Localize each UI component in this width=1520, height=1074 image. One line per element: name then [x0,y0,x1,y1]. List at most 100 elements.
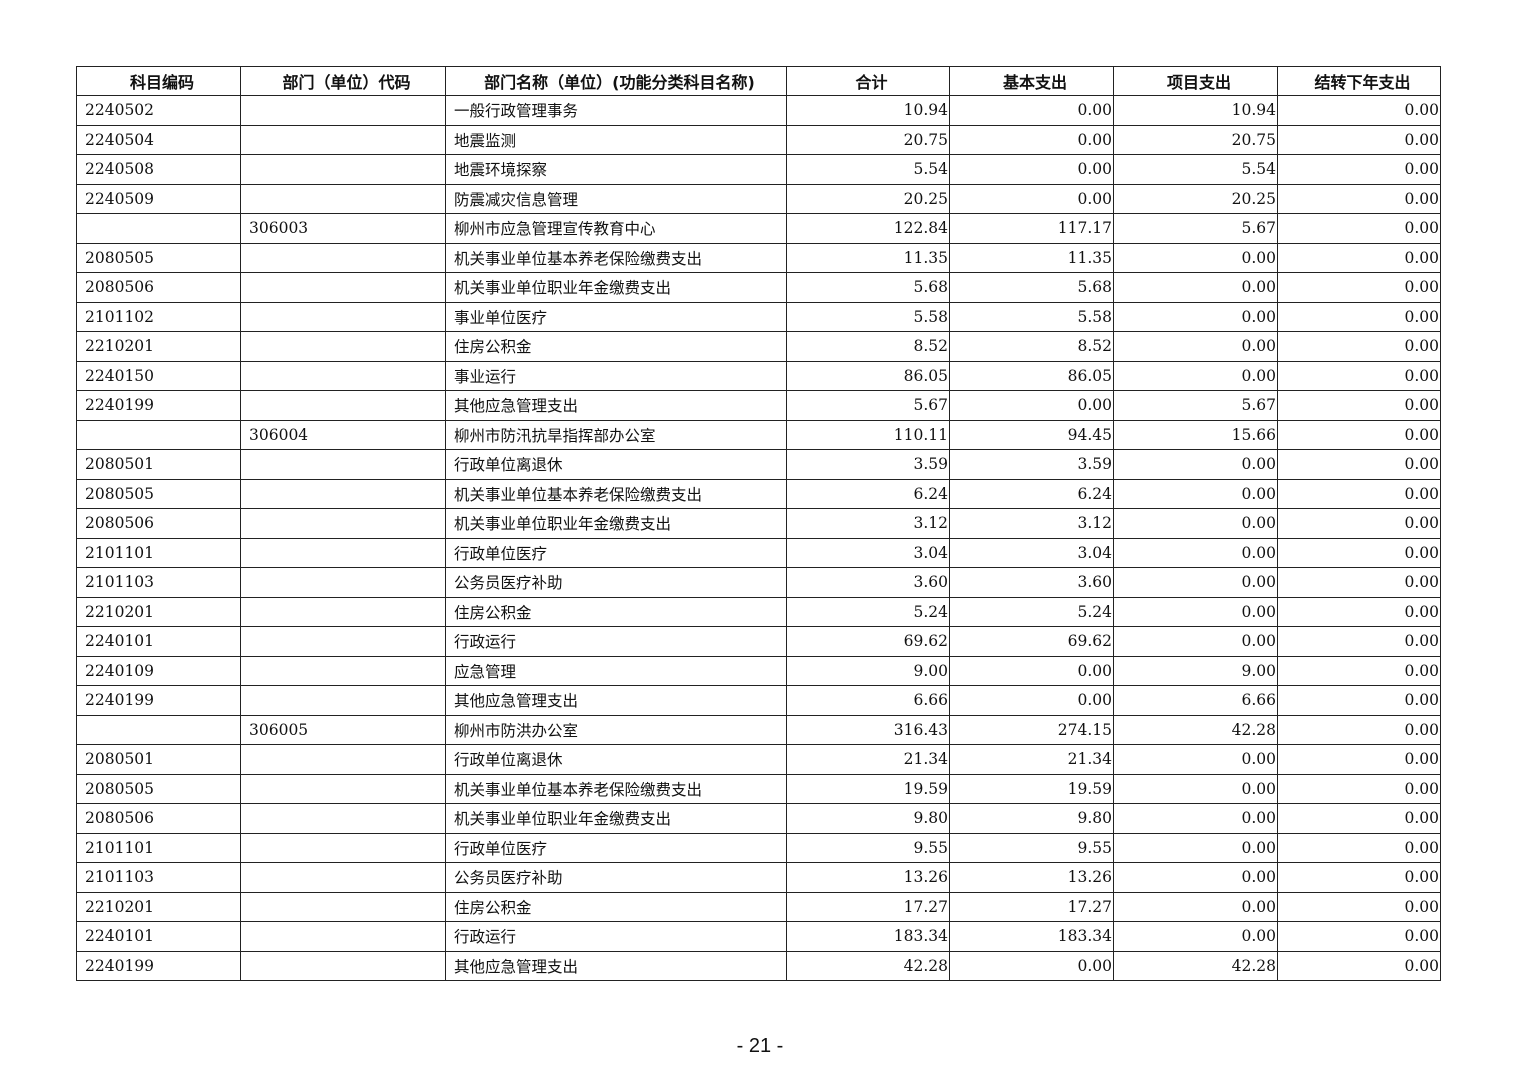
cell-dept-code [240,744,446,775]
cell-carryover: 0.00 [1277,537,1441,568]
cell-carryover: 0.00 [1277,449,1441,480]
cell-subject-code: 2101101 [76,537,241,568]
cell-basic: 3.59 [949,449,1114,480]
cell-total: 316.43 [786,714,950,745]
cell-basic: 86.05 [949,360,1114,391]
cell-total: 17.27 [786,891,950,922]
table-row: 2210201 住房公积金 5.24 5.24 0.00 0.00 [76,596,1441,627]
cell-dept-name: 住房公积金 [445,891,787,922]
cell-subject-code: 2080506 [76,803,241,834]
cell-project: 5.54 [1113,154,1278,185]
cell-basic: 11.35 [949,242,1114,273]
table-row: 2080505 机关事业单位基本养老保险缴费支出 19.59 19.59 0.00 0.0… [76,773,1441,804]
cell-basic: 0.00 [949,95,1114,126]
cell-total: 183.34 [786,921,950,952]
cell-subject-code: 2240199 [76,950,241,981]
cell-subject-code: 2240508 [76,154,241,185]
cell-basic: 6.24 [949,478,1114,509]
cell-dept-name: 防震减灾信息管理 [445,183,787,214]
cell-dept-name: 事业运行 [445,360,787,391]
cell-total: 21.34 [786,744,950,775]
table-row: 2080505 机关事业单位基本养老保险缴费支出 11.35 11.35 0.00 0.0… [76,242,1441,273]
cell-project: 0.00 [1113,832,1278,863]
cell-dept-code [240,331,446,362]
table-row: 2080505 机关事业单位基本养老保险缴费支出 6.24 6.24 0.00 0.00 [76,478,1441,509]
cell-dept-name: 事业单位医疗 [445,301,787,332]
cell-dept-name: 住房公积金 [445,331,787,362]
cell-total: 6.66 [786,685,950,716]
cell-dept-code [240,301,446,332]
cell-dept-name: 机关事业单位基本养老保险缴费支出 [445,773,787,804]
cell-carryover: 0.00 [1277,685,1441,716]
cell-project: 0.00 [1113,596,1278,627]
cell-total: 42.28 [786,950,950,981]
cell-project: 0.00 [1113,744,1278,775]
cell-dept-code [240,567,446,598]
table-row: 2240199 其他应急管理支出 42.28 0.00 42.28 0.00 [76,950,1441,981]
table-row: 2101101 行政单位医疗 9.55 9.55 0.00 0.00 [76,832,1441,863]
cell-total: 19.59 [786,773,950,804]
cell-project: 0.00 [1113,331,1278,362]
cell-dept-name: 其他应急管理支出 [445,390,787,421]
cell-subject-code: 2101102 [76,301,241,332]
cell-basic: 0.00 [949,950,1114,981]
table-row: 2101102 事业单位医疗 5.58 5.58 0.00 0.00 [76,301,1441,332]
cell-project: 20.75 [1113,124,1278,155]
table-row: 2240109 应急管理 9.00 0.00 9.00 0.00 [76,655,1441,686]
header-row: 科目编码 部门（单位）代码 部门名称（单位）(功能分类科目名称) 合计 基本支出… [76,66,1441,96]
cell-total: 20.75 [786,124,950,155]
cell-basic: 8.52 [949,331,1114,362]
cell-total: 3.60 [786,567,950,598]
cell-basic: 69.62 [949,626,1114,657]
cell-project: 0.00 [1113,272,1278,303]
table-row: 2240199 其他应急管理支出 6.66 0.00 6.66 0.00 [76,685,1441,716]
cell-subject-code: 2240199 [76,685,241,716]
cell-subject-code: 2080506 [76,508,241,539]
cell-carryover: 0.00 [1277,891,1441,922]
cell-basic: 5.68 [949,272,1114,303]
cell-dept-name: 其他应急管理支出 [445,685,787,716]
cell-basic: 0.00 [949,183,1114,214]
cell-dept-code [240,360,446,391]
cell-total: 5.58 [786,301,950,332]
cell-carryover: 0.00 [1277,655,1441,686]
cell-project: 0.00 [1113,360,1278,391]
cell-dept-code [240,832,446,863]
table-row: 2240509 防震减灾信息管理 20.25 0.00 20.25 0.00 [76,183,1441,214]
cell-dept-code [240,537,446,568]
cell-total: 5.54 [786,154,950,185]
cell-dept-code [240,921,446,952]
cell-carryover: 0.00 [1277,478,1441,509]
cell-basic: 19.59 [949,773,1114,804]
cell-basic: 0.00 [949,685,1114,716]
cell-carryover: 0.00 [1277,124,1441,155]
cell-dept-code [240,183,446,214]
cell-total: 3.59 [786,449,950,480]
cell-subject-code [76,213,241,244]
cell-dept-code [240,124,446,155]
cell-carryover: 0.00 [1277,714,1441,745]
cell-carryover: 0.00 [1277,508,1441,539]
table-row: 2240504 地震监测 20.75 0.00 20.75 0.00 [76,124,1441,155]
cell-project: 0.00 [1113,803,1278,834]
table-row: 2240150 事业运行 86.05 86.05 0.00 0.00 [76,360,1441,391]
table-row: 2240101 行政运行 183.34 183.34 0.00 0.00 [76,921,1441,952]
cell-subject-code: 2101101 [76,832,241,863]
table-row: 2080506 机关事业单位职业年金缴费支出 9.80 9.80 0.00 0.00 [76,803,1441,834]
cell-project: 0.00 [1113,862,1278,893]
header-dept-name: 部门名称（单位）(功能分类科目名称) [445,66,787,96]
cell-total: 5.67 [786,390,950,421]
cell-dept-name: 公务员医疗补助 [445,567,787,598]
cell-project: 0.00 [1113,891,1278,922]
cell-total: 11.35 [786,242,950,273]
cell-subject-code: 2080505 [76,773,241,804]
table-row: 2080501 行政单位离退休 3.59 3.59 0.00 0.00 [76,449,1441,480]
cell-dept-name: 机关事业单位职业年金缴费支出 [445,508,787,539]
cell-basic: 0.00 [949,390,1114,421]
cell-subject-code: 2240199 [76,390,241,421]
cell-total: 69.62 [786,626,950,657]
cell-basic: 5.24 [949,596,1114,627]
cell-carryover: 0.00 [1277,301,1441,332]
cell-dept-name: 应急管理 [445,655,787,686]
cell-dept-code [240,390,446,421]
